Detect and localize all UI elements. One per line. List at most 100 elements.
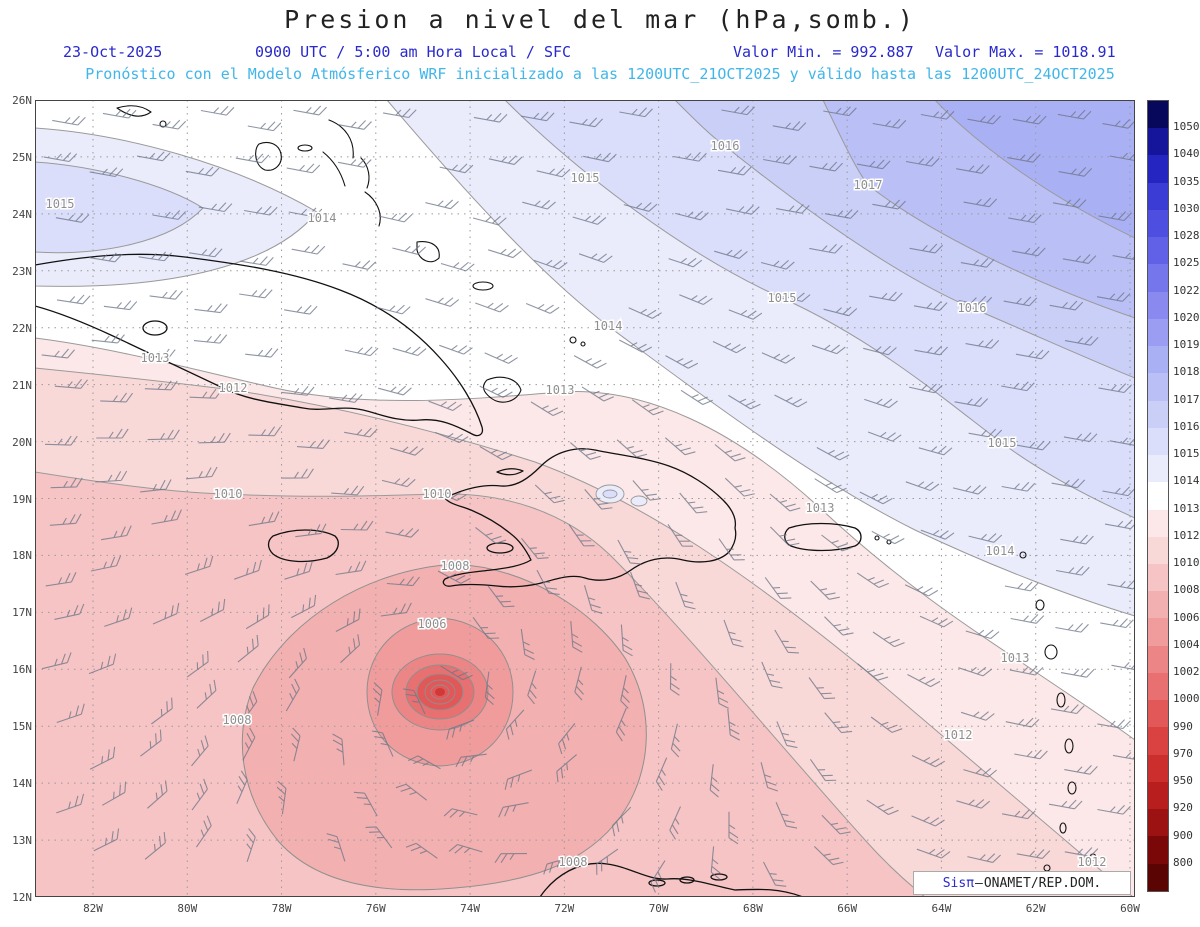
contour-label: 1012	[219, 381, 248, 395]
valid-date: 23-Oct-2025	[63, 43, 163, 61]
lon-label: 74W	[460, 902, 481, 915]
colorbar-label: 800	[1173, 855, 1193, 869]
contour-label: 1014	[308, 211, 337, 225]
page-title: Presion a nivel del mar (hPa,somb.)	[284, 5, 916, 34]
lat-label: 16N	[12, 663, 32, 677]
contour-labels-layer: 1015 1014 1015 1016 1017 1015 1016 1014 1013 1012…	[44, 138, 1108, 871]
lon-label: 72W	[554, 902, 575, 915]
colorbar-label: 1019	[1173, 338, 1200, 352]
colorbar-segment	[1148, 128, 1168, 156]
map-area: 1015 1014 1015 1016 1017 1015 1016 1014 1013 1012…	[34, 99, 1147, 898]
colorbar-segment	[1148, 754, 1168, 782]
lat-label: 21N	[12, 378, 32, 392]
coastlines	[34, 105, 1097, 898]
lon-label: 76W	[365, 902, 386, 915]
colorbar-segment	[1148, 155, 1168, 183]
colorbar-segment	[1148, 101, 1168, 129]
lat-label: 22N	[12, 321, 32, 335]
colorbar-label: 1015	[1173, 447, 1200, 461]
contour-label: 1012	[1078, 855, 1107, 869]
lat-label: 23N	[12, 264, 32, 278]
contour-label: 1012	[944, 728, 973, 742]
lon-label: 78W	[271, 902, 292, 915]
contour-label: 1014	[986, 544, 1015, 558]
colorbar-segment	[1148, 346, 1168, 374]
colorbar-label: 1016	[1173, 419, 1200, 433]
contour-label: 1010	[423, 487, 452, 501]
colorbar-label: 900	[1173, 828, 1193, 842]
colorbar-segment	[1148, 427, 1168, 456]
hispaniola-artifact-contours	[595, 484, 648, 507]
lon-label: 68W	[742, 902, 763, 915]
colorbar-label: 1017	[1173, 392, 1200, 406]
colorbar-segment	[1148, 809, 1168, 837]
colorbar-label: 1040	[1173, 147, 1200, 161]
contour-label: 1015	[571, 171, 600, 185]
storm-core	[435, 688, 445, 696]
bahamas-islands	[116, 105, 586, 403]
colorbar-segment	[1148, 400, 1168, 428]
isla-juventud	[142, 320, 168, 336]
colorbar-label: 990	[1173, 719, 1193, 733]
contour-label: 1013	[546, 383, 575, 397]
colorbar-label: 1020	[1173, 310, 1200, 324]
colorbar-segment	[1148, 237, 1168, 265]
contour-label: 1008	[441, 559, 470, 573]
value-max-label: Valor Max. = 1018.91	[935, 43, 1116, 61]
value-min-label: Valor Min. = 992.887	[733, 43, 914, 61]
pressure-map: 1015 1014 1015 1016 1017 1015 1016 1014 1013 1012…	[34, 99, 1147, 898]
colorbar-label: 1006	[1173, 610, 1200, 624]
contour-label: 1010	[214, 487, 243, 501]
colorbar-segment	[1148, 209, 1168, 238]
lon-label: 80W	[177, 902, 198, 915]
contour-label: 1014	[594, 319, 623, 333]
colorbar-segment	[1148, 672, 1168, 701]
colorbar-segment	[1148, 727, 1168, 755]
lon-label: 62W	[1025, 902, 1046, 915]
credit-org: ONAMET/REP.DOM.	[983, 875, 1102, 891]
colorbar-segment	[1148, 618, 1168, 646]
lon-label: 60W	[1120, 902, 1140, 915]
contour-label: 1015	[46, 197, 75, 211]
colorbar-segment	[1148, 373, 1168, 401]
colorbar-segment	[1148, 318, 1168, 347]
colorbar-segment	[1148, 291, 1168, 319]
contour-label: 1017	[854, 178, 883, 192]
colorbar-segment	[1148, 536, 1168, 564]
colorbar	[1147, 100, 1169, 892]
map-frame	[35, 100, 1135, 897]
colorbar-segment	[1148, 591, 1168, 619]
contour-label: 1015	[768, 291, 797, 305]
colorbar-labels: 1050 1040 1035 1030 1028 1025 1022 1020 1019 1018…	[1147, 100, 1200, 890]
colorbar-label: 1022	[1173, 283, 1200, 297]
lat-label: 25N	[12, 150, 32, 164]
lon-label: 64W	[931, 902, 952, 915]
lat-label: 24N	[12, 207, 32, 221]
colorbar-label: 1010	[1173, 556, 1200, 570]
colorbar-label: 1000	[1173, 692, 1200, 706]
pressure-field	[34, 99, 1136, 898]
colorbar-segment	[1148, 700, 1168, 728]
band-1018-plus	[933, 99, 1136, 239]
jamaica-coastline	[267, 529, 339, 563]
colorbar-segment	[1148, 264, 1168, 292]
contour-label: 1015	[988, 436, 1017, 450]
colorbar-segment	[1148, 509, 1168, 537]
hispaniola-coastline	[442, 448, 737, 588]
forecast-info-line: Pronóstico con el Modelo Atmósferico WRF…	[85, 65, 1115, 83]
credit-separator: –	[975, 875, 983, 891]
colorbar-label: 1008	[1173, 583, 1200, 597]
ring-994	[430, 684, 450, 700]
colorbar-label: 1002	[1173, 665, 1200, 679]
south-america-coast	[539, 862, 804, 898]
colorbar-label: 1028	[1173, 229, 1200, 243]
colorbar-label: 1012	[1173, 528, 1200, 542]
lat-label: 14N	[12, 777, 32, 791]
contour-label: 1006	[418, 617, 447, 631]
grid-lines	[35, 100, 1135, 897]
contour-label: 1013	[141, 351, 170, 365]
puerto-rico-coastline	[784, 522, 862, 552]
contour-label: 1008	[559, 855, 588, 869]
colorbar-label: 1050	[1173, 120, 1200, 134]
